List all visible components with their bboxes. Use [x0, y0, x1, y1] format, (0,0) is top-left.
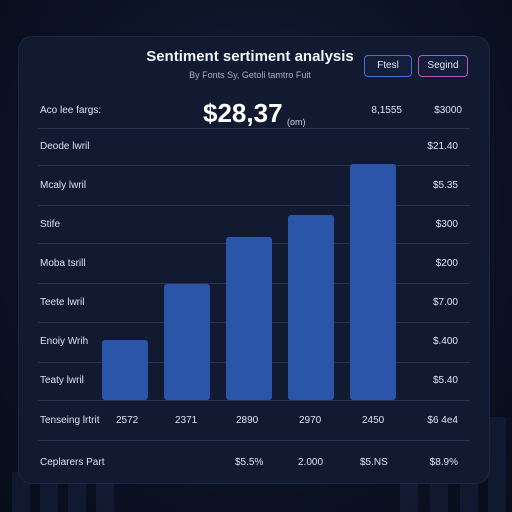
headline-label: Aco lee fargs: [40, 105, 102, 116]
gridline [38, 440, 470, 441]
summary-value: $8.9% [429, 457, 458, 468]
bar-2970 [288, 215, 334, 400]
right-value: $5.40 [432, 375, 458, 386]
x-axis-title: Tenseing lrtrit [40, 415, 100, 426]
x-tick-label: 2450 [362, 415, 385, 426]
row-label: Teete lwril [40, 297, 85, 308]
bar-2371 [164, 284, 210, 400]
headline-right-1: 8,1555 [371, 105, 402, 116]
summary-value: 2.000 [298, 457, 324, 468]
row-label: Enoiy Wrih [40, 336, 89, 347]
right-value: $200 [435, 258, 458, 269]
bar-2572 [102, 340, 148, 400]
right-value: $300 [435, 219, 458, 230]
headline-value: $28,37 [203, 98, 283, 128]
headline-right-2: $3000 [434, 105, 462, 116]
row-label: Mcaly lwril [40, 180, 87, 191]
x-tick-label: 2572 [116, 415, 139, 426]
gridline [38, 165, 470, 166]
bar-2450 [350, 164, 396, 400]
gridline [38, 205, 470, 206]
x-tick-label: 2371 [175, 415, 198, 426]
right-value: $21.40 [427, 141, 458, 152]
bar-2890 [226, 237, 272, 400]
summary-value: $5.5% [235, 457, 264, 468]
row-label: Teaty lwril [40, 375, 84, 386]
x-tick-label: 2890 [236, 415, 259, 426]
summary-label: Ceplarers Part [40, 457, 105, 468]
right-value: $.400 [432, 336, 458, 347]
chart-baseline [38, 400, 470, 401]
chart-subtitle: By Fonts Sy, Getoli tamtro Fuit [189, 70, 311, 80]
row-label: Stife [40, 219, 61, 230]
primary-button[interactable]: Ftesl [364, 55, 412, 77]
right-value: $5.35 [432, 180, 458, 191]
right-value: $7.00 [432, 297, 458, 308]
row-label: Moba tsrill [40, 258, 86, 269]
headline-unit: (om) [287, 117, 306, 127]
x-tick-label: 2970 [299, 415, 322, 426]
summary-value: $5.NS [360, 457, 388, 468]
x-axis-right-value: $6 4e4 [427, 415, 458, 426]
chart-title: Sentiment sertiment analysis [146, 48, 354, 65]
row-label: Deode lwril [40, 141, 90, 152]
secondary-button[interactable]: Segind [418, 55, 468, 77]
gridline [38, 128, 470, 129]
